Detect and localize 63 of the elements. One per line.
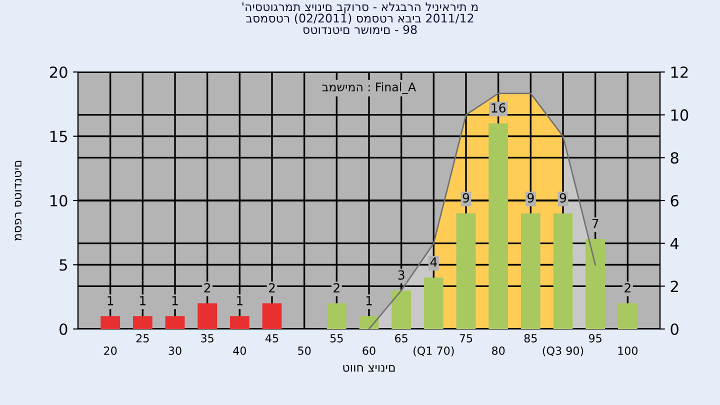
y2-tick-label: 10 — [671, 109, 688, 121]
x-tick-label: 50 — [298, 346, 311, 355]
x-tick-label: 100 — [618, 346, 638, 355]
x-tick-label: 40 — [233, 346, 246, 355]
y2-tick-label: 6 — [670, 194, 678, 207]
data-label: 9 — [462, 193, 470, 203]
y2-tick-label: 8 — [670, 152, 678, 164]
data-label: 7 — [592, 219, 598, 228]
data-label: 1 — [172, 296, 178, 306]
data-label: 2 — [624, 283, 630, 292]
x-tick-label: 60 — [362, 346, 376, 355]
x-tick-label: 55 — [330, 334, 343, 342]
y-tick-label: 15 — [50, 130, 67, 142]
bar — [520, 213, 540, 329]
y-tick-label: 0 — [60, 323, 68, 336]
data-label: 9 — [560, 193, 566, 203]
x-tick-label: (Q3 90) — [542, 346, 584, 356]
bar — [618, 303, 638, 329]
y2-tick-label: 0 — [670, 323, 678, 336]
y-tick-label: 20 — [50, 66, 68, 78]
bar — [392, 290, 412, 329]
x-tick-label: 20 — [104, 346, 117, 355]
y2-tick-label: 12 — [671, 66, 688, 78]
x-tick-label: 95 — [588, 334, 602, 342]
bar — [262, 303, 282, 329]
data-label: 2 — [268, 283, 275, 292]
data-label: 2 — [334, 283, 340, 292]
data-label: 1 — [108, 296, 114, 306]
bar — [165, 316, 185, 329]
bar — [488, 123, 508, 329]
bar — [326, 303, 346, 329]
x-axis-title: טווח ציונים — [343, 365, 395, 372]
x-tick-label: 30 — [168, 346, 182, 355]
chart-title: 'היסטוגרמת ציונים בקורס - אלגברה ליניארית מ בסמסטר (02/2011) סמסטר אביב 2011/12 סטודנטים רשומים - 98 — [242, 2, 478, 34]
x-tick-label: 45 — [265, 334, 278, 342]
y-tick-label: 5 — [60, 259, 67, 271]
y2-tick-label: 2 — [670, 280, 678, 292]
x-tick-label: 85 — [524, 334, 537, 342]
bar — [100, 316, 120, 329]
bar — [456, 213, 476, 329]
bar — [198, 303, 218, 329]
data-label: 3 — [398, 270, 404, 280]
bar — [424, 278, 444, 329]
x-tick-label: (Q1 70) — [414, 346, 454, 356]
data-label: 9 — [527, 193, 534, 203]
x-tick-label: 65 — [395, 334, 408, 342]
y-axis-title: מספר סטודנטים — [14, 160, 22, 241]
data-label: 1 — [140, 296, 146, 306]
x-tick-label: 80 — [492, 346, 505, 355]
data-label: 1 — [237, 296, 242, 306]
x-tick-label: 35 — [201, 334, 214, 342]
data-label: 4 — [430, 258, 437, 267]
annotation: במשימה : Final_A — [322, 82, 416, 94]
bar — [230, 316, 250, 329]
y-tick-label: 10 — [50, 194, 68, 207]
x-tick-label: 75 — [460, 334, 472, 342]
data-label: 2 — [204, 283, 210, 292]
x-tick-label: 25 — [136, 334, 149, 342]
bar — [132, 316, 152, 329]
data-label: 16 — [492, 103, 506, 113]
y2-tick-label: 4 — [670, 238, 679, 250]
data-label: 1 — [366, 296, 372, 306]
bar — [359, 316, 379, 329]
